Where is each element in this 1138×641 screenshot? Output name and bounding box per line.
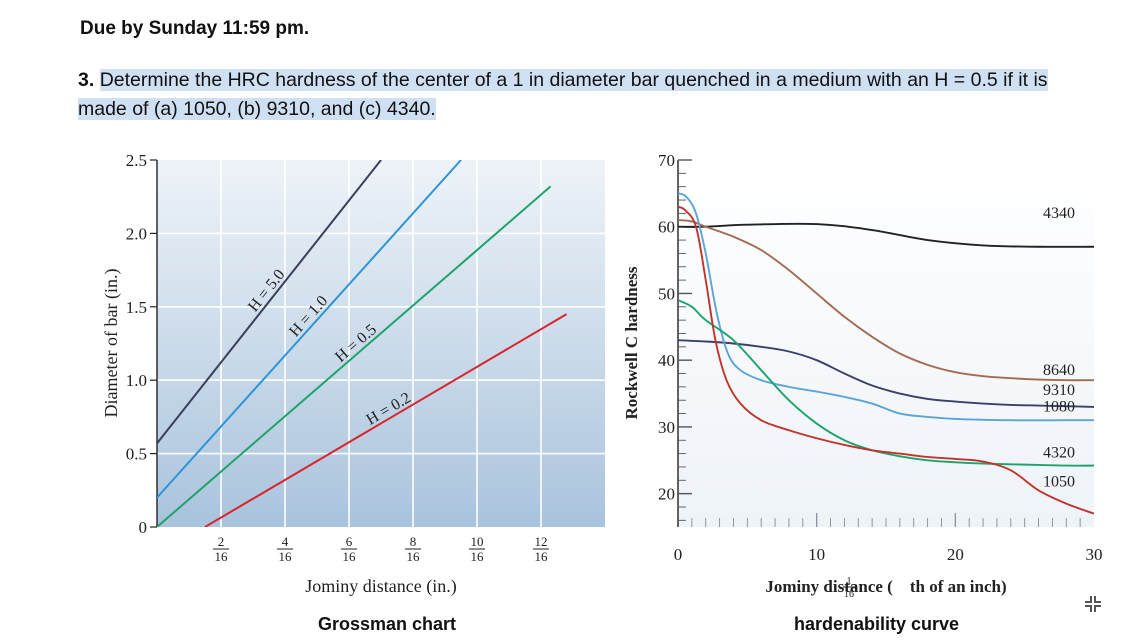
hardenability-xtick-label: 30 <box>1086 545 1103 564</box>
hardenability-x-label: Jominy distance ( th of an inch) <box>765 577 1006 596</box>
hardenability-curve-1080 <box>678 192 1094 422</box>
due-date: Due by Sunday 11:59 pm. <box>80 18 310 39</box>
hardenability-curve-8640 <box>678 219 1094 382</box>
grossman-ytick-label: 2.5 <box>126 151 147 170</box>
hardenability-curve-9310 <box>678 339 1094 408</box>
grossman-ytick-label: 0 <box>139 518 148 537</box>
grossman-plot-area <box>157 160 605 527</box>
right-caption: hardenability curve <box>794 614 960 634</box>
hardenability-ytick-label: 30 <box>658 418 675 437</box>
grossman-xtick-num: 6 <box>346 534 353 549</box>
hardenability-label-4340: 4340 <box>1043 205 1075 222</box>
grossman-line-3 <box>204 313 568 527</box>
grossman-series-group <box>157 160 568 527</box>
hardenability-curve-1050 <box>678 205 1094 515</box>
grossman-xtick-num: 4 <box>282 534 289 549</box>
grossman-line-2 <box>157 185 552 527</box>
grossman-xtick-den: 16 <box>535 549 549 564</box>
grossman-xtick-den: 16 <box>343 549 357 564</box>
question-text: 3. Determine the HRC hardness of the cen… <box>78 66 1096 124</box>
grossman-xtick-num: 10 <box>471 534 484 549</box>
question-number: 3. <box>78 69 95 91</box>
grossman-xtick-den: 16 <box>407 549 421 564</box>
grossman-xtick-den: 16 <box>215 549 229 564</box>
hardenability-ytick-label: 20 <box>658 485 675 504</box>
hardenability-ytick-label: 50 <box>658 284 675 303</box>
hardenability-curve-4340 <box>678 222 1094 248</box>
hardenability-ytick-label: 40 <box>658 351 675 370</box>
hardenability-x-frac-den: 16 <box>844 589 854 600</box>
hardenability-ytick-label: 60 <box>658 218 675 237</box>
left-caption: Grossman chart <box>318 614 457 634</box>
hardenability-label-1050: 1050 <box>1043 473 1075 490</box>
grossman-ytick-label: 0.5 <box>126 445 147 464</box>
grossman-line-0 <box>157 160 382 444</box>
grossman-line-1 <box>157 160 462 499</box>
hardenability-xtick-label: 10 <box>808 545 825 564</box>
hardenability-y-label: Rockwell C hardness <box>622 266 641 419</box>
hardenability-ytick-label: 70 <box>658 151 675 170</box>
grossman-xtick-num: 8 <box>410 534 417 549</box>
grossman-xtick-den: 16 <box>279 549 293 564</box>
hardenability-label-1080: 1080 <box>1043 399 1075 416</box>
grossman-ytick-label: 1.0 <box>126 371 147 390</box>
hardenability-label-8640: 8640 <box>1043 362 1075 379</box>
hardenability-plot-area <box>678 160 1094 527</box>
hardenability-label-4320: 4320 <box>1043 445 1075 462</box>
grossman-xtick-num: 2 <box>218 534 225 549</box>
grossman-ytick-label: 2.0 <box>126 224 147 243</box>
expand-icon[interactable] <box>1082 593 1104 615</box>
hardenability-xtick-label: 0 <box>674 545 683 564</box>
grossman-ytick-label: 1.5 <box>126 298 147 317</box>
grossman-y-label: Diameter of bar (in.) <box>101 269 122 418</box>
grossman-xtick-den: 16 <box>471 549 485 564</box>
grossman-x-label: Jominy distance (in.) <box>305 576 456 597</box>
hardenability-xtick-label: 20 <box>947 545 964 564</box>
grossman-xtick-num: 12 <box>535 534 548 549</box>
hardenability-series-group <box>678 192 1094 515</box>
hardenability-label-9310: 9310 <box>1043 382 1075 399</box>
hardenability-x-frac-num: 1 <box>847 576 852 587</box>
